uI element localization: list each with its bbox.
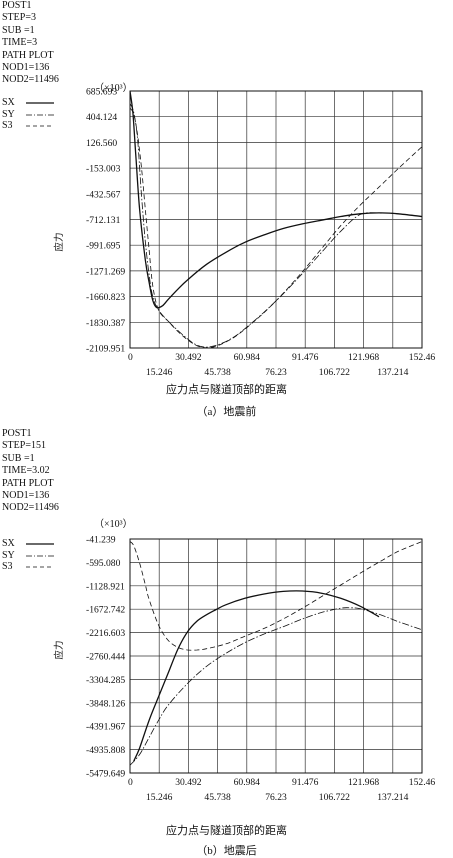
y-tick-label: -712.131 — [86, 215, 121, 226]
x-tick-label: 60.984 — [234, 777, 261, 788]
solver-info-block: POST1 STEP=3 SUB =1 TIME=3 PATH PLOT NOD… — [2, 0, 59, 87]
x-tick-label: 76.23 — [265, 792, 287, 803]
series-line-sx — [130, 91, 422, 309]
info-line: SUB =1 — [2, 452, 35, 464]
x-tick-label: 152.46 — [409, 777, 436, 788]
legend-swatch-solid — [26, 102, 54, 104]
legend-label: S3 — [2, 120, 13, 131]
legend-label: SX — [2, 97, 15, 108]
info-line: TIME=3.02 — [2, 465, 50, 477]
info-line: STEP=151 — [2, 440, 46, 452]
y-tick-label: -432.567 — [86, 189, 121, 200]
y-tick-label: -3848.126 — [86, 698, 125, 709]
plot-frame — [129, 538, 423, 774]
x-tick-label: 30.492 — [175, 352, 202, 363]
series-line-sy — [130, 607, 422, 766]
x-tick-label: 106.722 — [319, 792, 350, 803]
info-line: PATH PLOT — [2, 49, 54, 61]
stress-path-chart: 685.693 404.124 126.560 -153.003 -432.567 -71… — [53, 87, 436, 379]
legend-swatch-dashed — [26, 125, 54, 127]
grid — [129, 538, 423, 774]
x-tick-label: 45.738 — [204, 367, 231, 378]
y-tick-label: 685.693 — [86, 87, 117, 98]
y-tick-label: -595.080 — [86, 558, 121, 569]
unit-multiplier: （×10³） — [94, 519, 133, 530]
legend-label: SY — [2, 108, 15, 120]
x-axis-title: 应力点与隧道顶部的距离 — [166, 825, 287, 837]
info-line: POST1 — [2, 0, 32, 11]
info-line: PATH PLOT — [2, 477, 54, 489]
figure-caption: （b）地震后 — [196, 845, 257, 857]
x-tick-label: 60.984 — [234, 352, 261, 363]
grid — [129, 90, 423, 349]
info-line: NOD2=11496 — [2, 74, 59, 86]
series-line-sy — [130, 103, 422, 348]
y-tick-label: -1271.269 — [86, 266, 125, 277]
y-tick-label: -41.239 — [86, 535, 116, 546]
y-tick-label: -4391.967 — [86, 722, 125, 733]
x-tick-label: 137.214 — [377, 792, 408, 803]
y-tick-label: 404.124 — [86, 112, 117, 123]
y-axis-title: 应力 — [53, 640, 65, 659]
x-tick-label: 106.722 — [319, 367, 350, 378]
solver-info-block: POST1 STEP=151 SUB =1 TIME=3.02 PATH PLO… — [2, 428, 59, 515]
x-tick-label: 137.214 — [377, 367, 408, 378]
x-tick-label: 0 — [128, 352, 133, 363]
series-line-s3 — [130, 541, 422, 651]
y-tick-label: -991.695 — [86, 241, 121, 252]
info-line: SUB =1 — [2, 24, 35, 36]
y-tick-label: -153.003 — [86, 164, 121, 175]
unit-multiplier: （×10³） — [94, 83, 133, 94]
legend-label: SY — [2, 549, 15, 561]
y-tick-label: -1830.387 — [86, 318, 125, 329]
x-tick-label: 15.246 — [146, 367, 173, 378]
x-axis-title: 应力点与隧道顶部的距离 — [166, 384, 287, 396]
y-tick-label: -5479.649 — [86, 769, 125, 780]
x-tick-label: 45.738 — [204, 792, 231, 803]
info-line: STEP=3 — [2, 12, 36, 24]
y-tick-label: -1128.921 — [86, 581, 125, 592]
series-line-sx — [133, 590, 380, 762]
x-tick-label: 30.492 — [175, 777, 202, 788]
y-tick-label: -4935.808 — [86, 745, 125, 756]
y-tick-label: -1672.742 — [86, 605, 125, 616]
x-tick-label: 91.476 — [292, 352, 319, 363]
chart-panel-before-earthquake: POST1 STEP=3 SUB =1 TIME=3 PATH PLOT NOD… — [0, 0, 453, 428]
x-tick-label: 15.246 — [146, 792, 173, 803]
y-tick-label: -2109.951 — [86, 344, 125, 355]
x-tick-label: 76.23 — [265, 367, 287, 378]
y-tick-label: -2216.603 — [86, 628, 125, 639]
y-tick-label: 126.560 — [86, 138, 117, 149]
plot-frame — [129, 90, 423, 349]
info-line: NOD2=11496 — [2, 502, 59, 514]
x-tick-label: 121.968 — [348, 777, 379, 788]
stress-path-chart: -41.239 -595.080 -1128.921 -1672.742 -2216.6… — [53, 535, 436, 804]
x-tick-label: 152.46 — [409, 352, 436, 363]
info-line: POST1 — [2, 428, 32, 439]
legend-swatch-dashdot — [26, 555, 54, 556]
x-tick-label: 0 — [128, 777, 133, 788]
y-tick-label: -1660.823 — [86, 292, 125, 303]
figure-caption: （a）地震前 — [196, 406, 257, 418]
info-line: NOD1=136 — [2, 62, 50, 74]
info-line: TIME=3 — [2, 37, 38, 49]
y-axis-title: 应力 — [53, 232, 65, 251]
y-tick-label: -2760.444 — [86, 652, 125, 663]
x-tick-label: 91.476 — [292, 777, 319, 788]
legend-label: S3 — [2, 561, 13, 572]
series-line-s3 — [130, 107, 422, 349]
legend-swatch-solid — [26, 543, 54, 545]
x-tick-label: 121.968 — [348, 352, 379, 363]
legend-swatch-dashed — [26, 566, 54, 568]
y-tick-label: -3304.285 — [86, 675, 125, 686]
legend-swatch-dashdot — [26, 114, 54, 115]
legend-label: SX — [2, 538, 15, 549]
chart-panel-after-earthquake: POST1 STEP=151 SUB =1 TIME=3.02 PATH PLO… — [0, 428, 453, 857]
info-line: NOD1=136 — [2, 490, 50, 502]
